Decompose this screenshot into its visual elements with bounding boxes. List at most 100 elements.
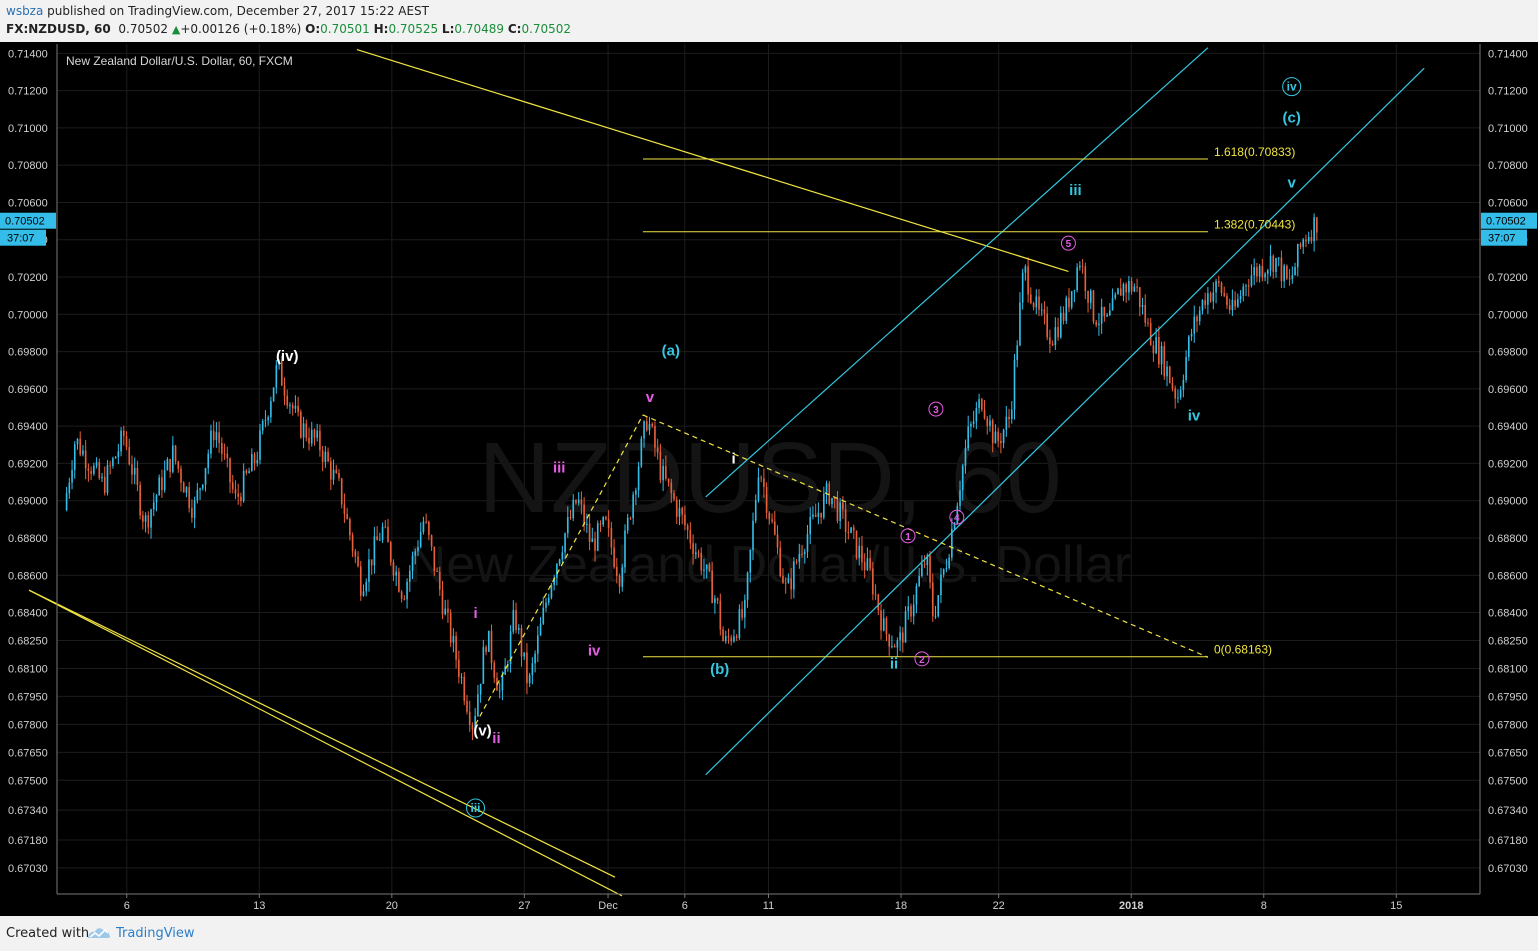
candle-body	[719, 600, 722, 630]
author-link[interactable]: wsbza	[6, 4, 44, 18]
candle-body	[73, 444, 76, 470]
candle-body	[1149, 322, 1152, 346]
candle-body	[558, 559, 561, 565]
trendline	[356, 49, 1069, 272]
wave-label: 1	[905, 532, 911, 543]
axes: 0.71400 0.71400 0.71200 0.71200 0.71000 0.710…	[0, 44, 1537, 912]
candle-body	[893, 645, 896, 648]
candle-body	[684, 514, 686, 526]
wave-label: ii	[492, 730, 500, 747]
candle-body	[547, 597, 550, 603]
x-tick-label: 6	[682, 900, 688, 912]
candle-body	[553, 577, 555, 585]
candle-body	[1141, 304, 1144, 307]
candle-body	[1277, 257, 1280, 259]
candle-body	[869, 558, 871, 569]
candle-body	[972, 421, 975, 424]
candle-body	[784, 582, 787, 584]
candle-body	[714, 598, 716, 604]
candle-body	[970, 423, 972, 427]
candle-body	[1305, 239, 1307, 242]
x-tick-label: 18	[895, 900, 907, 912]
candle-body	[133, 467, 136, 475]
candle-body	[1223, 293, 1226, 296]
candle-body	[831, 498, 833, 504]
wave-circle	[900, 528, 916, 544]
candle-body	[403, 598, 406, 600]
candle-body	[735, 636, 738, 639]
candle-body	[626, 517, 629, 531]
candle-body	[912, 604, 915, 617]
candle-body	[1109, 310, 1111, 316]
candle-body	[158, 477, 161, 496]
candle-body	[1190, 333, 1193, 337]
wave-label: (b)	[710, 661, 729, 678]
candle-body	[705, 564, 708, 570]
candle-body	[196, 490, 199, 501]
candle-body	[1185, 357, 1187, 380]
candle-body	[716, 598, 719, 601]
candle-body	[1119, 288, 1122, 296]
candle-body	[1040, 309, 1043, 311]
price-chart[interactable]: NZDUSD, 60 New Zealand Dollar/U.S. Dolla…	[0, 42, 1538, 916]
wave-label: 5	[1066, 239, 1072, 250]
candle-body	[1163, 346, 1166, 377]
x-tick-label: 15	[1390, 900, 1402, 912]
candle-body	[370, 559, 373, 566]
chart-area[interactable]: NZDUSD, 60 New Zealand Dollar/U.S. Dolla…	[0, 42, 1538, 916]
y-tick-label-left: 0.69600	[8, 384, 48, 396]
candle-body	[605, 517, 607, 520]
candle-body	[931, 582, 934, 617]
candle-body	[771, 519, 773, 522]
candle-body	[1296, 243, 1299, 268]
candle-body	[1215, 281, 1217, 293]
candle-body	[934, 615, 937, 617]
candle-body	[803, 551, 806, 554]
candle-body	[1299, 243, 1302, 247]
candle-body	[169, 459, 171, 472]
candle-body	[109, 465, 111, 467]
candle-body	[904, 611, 907, 643]
fib-levels[interactable]: 1.618(0.70833) 1.382(0.70443) 0(0.68163)	[642, 145, 1295, 658]
candle-body	[986, 418, 989, 426]
candle-body	[1217, 281, 1220, 283]
candle-body	[1247, 285, 1250, 287]
candle-body	[1316, 217, 1318, 233]
close-label: C:	[507, 22, 522, 36]
candle-body	[1291, 275, 1294, 280]
wave-labels: (iv)(v)iii(a)(b)(c)iviiiiiiivviiiiiiivv1…	[276, 77, 1302, 818]
watermark-name: New Zealand Dollar/U.S. Dollar	[409, 536, 1132, 594]
candle-body	[1068, 297, 1070, 308]
candle-body	[256, 459, 259, 464]
candle-body	[531, 663, 534, 676]
candle-body	[599, 523, 602, 525]
candle-body	[1057, 327, 1059, 338]
tradingview-logo-icon[interactable]	[86, 924, 112, 940]
candle-body	[90, 471, 92, 474]
candle-body	[398, 571, 400, 592]
candle-body	[727, 636, 730, 638]
candle-body	[376, 536, 378, 541]
candle-body	[310, 429, 313, 444]
candle-body	[681, 508, 684, 515]
wave-label: (v)	[473, 723, 491, 740]
symbol-label[interactable]: FX:NZDUSD, 60	[6, 22, 111, 36]
candle-body	[793, 561, 795, 590]
price-tag-text-right: 0.70502	[1486, 216, 1526, 228]
y-tick-label-left: 0.71200	[8, 86, 48, 98]
candle-body	[471, 724, 474, 730]
candle-body	[820, 512, 822, 518]
candle-body	[1092, 290, 1095, 322]
y-tick-label-right: 0.69600	[1488, 384, 1528, 396]
x-tick-label: 27	[518, 900, 530, 912]
candle-body	[95, 462, 98, 466]
candle-body	[1130, 280, 1133, 292]
y-tick-label-right: 0.68600	[1488, 570, 1528, 582]
candle-body	[675, 499, 678, 517]
candle-body	[877, 594, 880, 611]
wave-label: iii	[1069, 182, 1082, 199]
candle-body	[861, 545, 863, 563]
candle-body	[833, 498, 836, 500]
candle-body	[93, 465, 95, 474]
tradingview-brand[interactable]: TradingView	[116, 926, 195, 941]
